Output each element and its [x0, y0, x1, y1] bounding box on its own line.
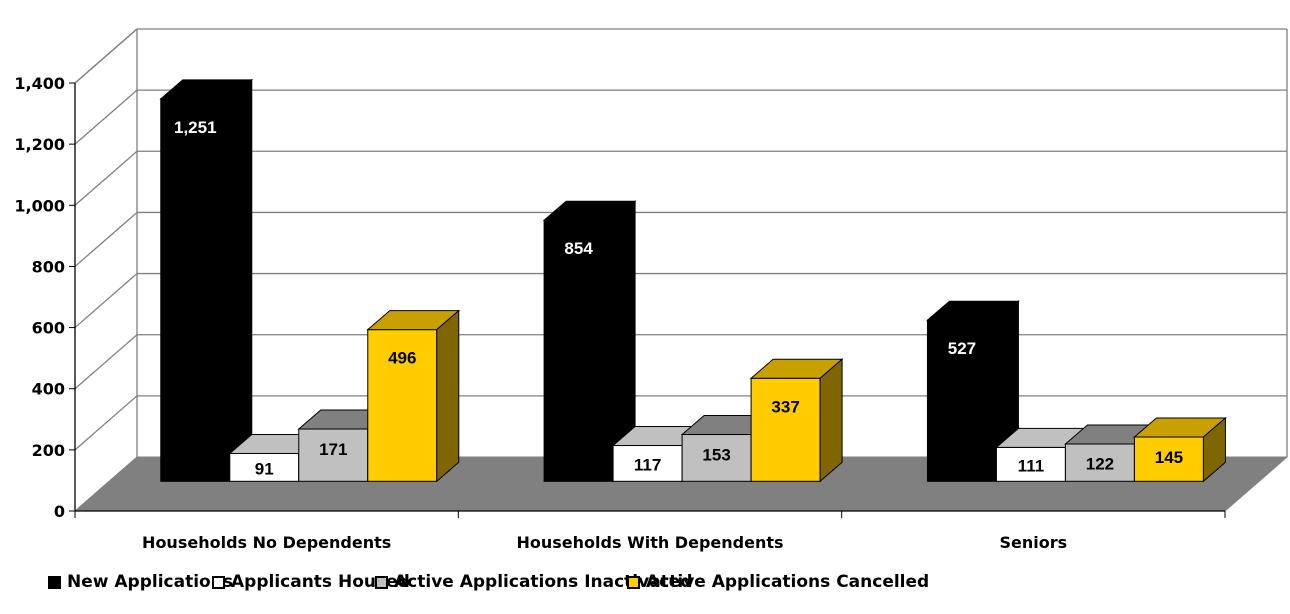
legend-item: Applicants Housed	[212, 572, 410, 592]
bar-front	[926, 319, 997, 482]
gridline-side	[74, 28, 138, 84]
bar-front	[995, 446, 1066, 482]
data-label: 91	[255, 459, 274, 478]
data-label: 1,251	[174, 118, 217, 137]
x-category-label: Households No Dependents	[142, 533, 391, 552]
legend-label: Active Applications Cancelled	[646, 572, 930, 592]
legend-swatch	[375, 575, 388, 589]
y-tick-label: 1,400	[14, 74, 65, 93]
data-label: 153	[702, 446, 730, 465]
bar-side	[436, 309, 460, 483]
data-label: 111	[1018, 456, 1045, 475]
bar-side	[1202, 416, 1226, 483]
legend-item: New Applications	[48, 572, 233, 592]
y-tick-label: 1,000	[14, 196, 65, 215]
legend-item: Active Applications Inactivated	[375, 572, 693, 592]
y-tick-label: 0	[54, 502, 65, 521]
y-tick-label: 800	[32, 257, 65, 276]
gridline-side	[74, 89, 138, 145]
bar-side	[229, 78, 253, 483]
bar-front	[298, 428, 369, 482]
bar	[749, 358, 844, 483]
bar	[159, 78, 254, 483]
gridline-side	[74, 273, 138, 329]
data-label: 145	[1155, 448, 1183, 467]
bar-front	[1064, 443, 1135, 482]
data-label: 527	[948, 339, 976, 358]
y-tick-label: 200	[32, 441, 65, 460]
bar	[1133, 416, 1227, 483]
data-label: 496	[388, 349, 416, 368]
bar-front	[543, 219, 614, 482]
gridline-side	[74, 395, 138, 451]
y-tick-label: 600	[32, 319, 65, 338]
chart-legend: New Applications Applicants Housed Active …	[0, 572, 1290, 602]
data-label: 117	[634, 455, 661, 474]
bar	[995, 427, 1089, 483]
bar-front	[750, 377, 821, 482]
bar-front	[367, 329, 438, 482]
legend-swatch	[48, 575, 61, 589]
bar-front	[229, 452, 300, 482]
data-label: 854	[564, 239, 593, 258]
y-tick-label: 1,200	[14, 135, 65, 154]
bars-group: 1,251 91 171 496 854 117 153 337 527 111 122 145	[159, 78, 1227, 483]
legend-swatch	[212, 575, 225, 589]
bar	[366, 309, 461, 483]
bar-front	[160, 98, 231, 482]
data-label: 122	[1086, 455, 1114, 474]
data-label: 337	[771, 397, 799, 416]
data-label: 171	[319, 440, 347, 459]
bar-front	[612, 445, 683, 482]
legend-label: New Applications	[67, 572, 233, 592]
bar	[542, 200, 637, 483]
bar-front	[1133, 436, 1204, 482]
legend-label: Active Applications Inactivated	[394, 572, 693, 592]
y-tick-label: 400	[32, 380, 65, 399]
legend-swatch	[627, 575, 640, 589]
legend-item: Active Applications Cancelled	[627, 572, 929, 592]
gridline-side	[74, 334, 138, 390]
x-category-label: Households With Dependents	[517, 533, 784, 552]
legend-label: Applicants Housed	[231, 572, 410, 592]
x-category-label: Seniors	[1000, 533, 1068, 552]
bar-chart: 0 200 400 600 800 1,000 1,200 1,400 Households N…	[14, 28, 1289, 552]
bar-side	[819, 358, 843, 483]
gridline-side	[74, 211, 138, 267]
gridline-side	[74, 150, 138, 206]
